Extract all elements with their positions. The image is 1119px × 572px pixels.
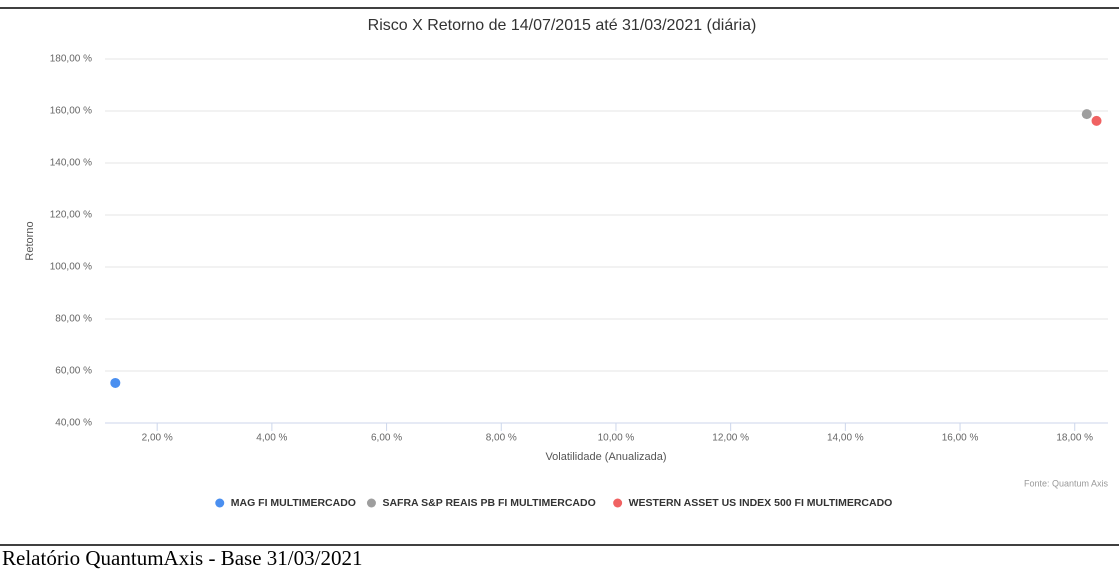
y-tick-label: 160,00 % — [50, 106, 92, 117]
point — [1091, 115, 1102, 126]
legend-label: MAG FI MULTIMERCADO — [231, 497, 356, 509]
legend-label: SAFRA S&P REAIS PB FI MULTIMERCADO — [382, 497, 595, 509]
x-tick-label: 14,00 % — [827, 433, 864, 444]
x-tick-label: 2,00 % — [142, 433, 173, 444]
footer: Relatório QuantumAxis - Base 31/03/2021 — [2, 546, 362, 570]
source: Fonte: Quantum Axis — [1024, 478, 1109, 488]
point — [110, 377, 121, 388]
legend-swatch — [613, 498, 623, 508]
legend-swatch — [215, 498, 225, 508]
y-axis-title: Retorno — [24, 221, 36, 260]
x-tick-label: 4,00 % — [256, 433, 287, 444]
legend-swatch — [366, 498, 376, 508]
point — [1081, 109, 1092, 120]
x-tick-label: 6,00 % — [371, 433, 402, 444]
x-tick-label: 10,00 % — [598, 433, 635, 444]
x-axis-title: Volatilidade (Anualizada) — [545, 451, 666, 463]
chart-title: Risco X Retorno de 14/07/2015 até 31/03/… — [368, 17, 757, 34]
x-tick-label: 8,00 % — [486, 433, 517, 444]
y-tick-label: 120,00 % — [50, 210, 92, 221]
y-tick-label: 60,00 % — [55, 366, 92, 377]
x-tick-label: 12,00 % — [712, 433, 749, 444]
y-tick-label: 140,00 % — [50, 158, 92, 169]
y-tick-label: 100,00 % — [50, 262, 92, 273]
y-tick-label: 40,00 % — [55, 418, 92, 429]
y-tick-label: 80,00 % — [55, 314, 92, 325]
x-tick-label: 18,00 % — [1056, 433, 1093, 444]
legend-label: WESTERN ASSET US INDEX 500 FI MULTIMERCA… — [629, 497, 893, 509]
x-tick-label: 16,00 % — [942, 433, 979, 444]
y-tick-label: 180,00 % — [50, 54, 92, 65]
